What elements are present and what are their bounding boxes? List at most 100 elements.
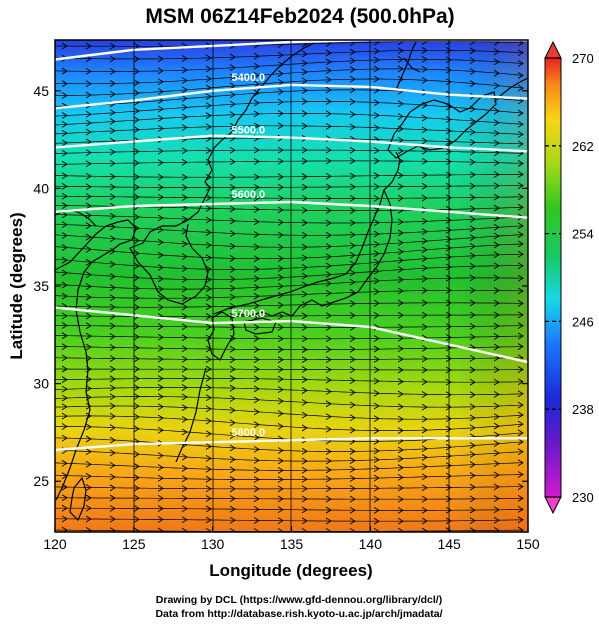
colorbar-top-arrow [544, 40, 562, 59]
x-axis-label: Longitude (degrees) [209, 561, 372, 580]
graticule [133, 40, 450, 532]
wind-streamline [55, 324, 524, 328]
wind-streamline [55, 518, 524, 522]
coastline-ryukyu [175, 367, 207, 463]
wind-streamline [55, 58, 524, 72]
contour-label: 5700.0 [232, 308, 266, 320]
contour-label: 5600.0 [232, 189, 266, 201]
colorbar-ticks: 230 238 246 254 262 270 [545, 51, 594, 505]
credit-data: Data from http://database.rish.kyoto-u.a… [155, 608, 442, 620]
contour-label: 5400.0 [232, 72, 266, 84]
wind-streamline [55, 302, 523, 308]
wind-streamline [55, 113, 524, 126]
wind-streamline [55, 462, 524, 471]
contour-label: 5800.0 [232, 427, 266, 439]
y-axis: 25 30 35 40 45 [33, 83, 528, 489]
wind-streamline [55, 223, 524, 236]
colorbar-tick-label: 262 [572, 139, 594, 154]
y-tick-label: 30 [33, 376, 49, 392]
x-tick-label: 120 [43, 536, 67, 552]
contour-label: 5300.0 [232, 29, 266, 41]
colorbar-tick-label: 254 [572, 227, 594, 242]
coastline-taiwan [69, 476, 87, 522]
wind-streamline [55, 346, 524, 350]
wind-streamline [55, 449, 524, 462]
wind-streamline [55, 101, 524, 117]
wind-streamline [55, 49, 524, 60]
wind-streamline [55, 265, 524, 280]
wind-streamline [55, 234, 524, 248]
wind-streamline [55, 253, 524, 270]
x-tick-label: 125 [122, 536, 146, 552]
wind-streamline [55, 474, 524, 480]
colorbar-tick-label: 238 [572, 402, 594, 417]
y-tick-label: 45 [33, 83, 49, 99]
colorbar-tick-label: 270 [572, 51, 594, 66]
colorbar: 230 238 246 254 262 270 [544, 40, 594, 515]
wind-streamline [55, 277, 524, 290]
chart-title: MSM 06Z14Feb2024 (500.0hPa) [145, 5, 454, 28]
wind-streamline [55, 437, 524, 452]
wind-streamline [55, 125, 524, 135]
wind-arrowhead [517, 160, 524, 167]
y-tick-label: 35 [33, 278, 49, 294]
coastline-china [55, 219, 137, 501]
colorbar-tick-label: 246 [572, 314, 594, 329]
wind-arrowhead [517, 401, 524, 409]
wind-streamline [55, 486, 524, 490]
wind-streamline [55, 174, 523, 178]
wind-streamline [55, 149, 524, 154]
wind-arrowhead [517, 343, 524, 350]
x-tick-label: 135 [280, 536, 304, 552]
y-tick-label: 40 [33, 180, 49, 196]
wind-arrowhead [517, 72, 524, 79]
wind-arrowhead [517, 60, 524, 67]
wind-arrowhead [517, 390, 524, 398]
colorbar-tick-label: 230 [572, 490, 594, 505]
wind-streamline [55, 368, 523, 371]
coastline-shikoku [243, 317, 277, 335]
wind-streamline [55, 378, 524, 383]
x-tick-label: 150 [516, 536, 540, 552]
wind-streamline [55, 41, 524, 47]
credit-drawing: Drawing by DCL (https://www.gfd-dennou.o… [156, 594, 442, 606]
x-tick-label: 140 [359, 536, 383, 552]
y-tick-label: 25 [33, 473, 49, 489]
wind-streamline [55, 335, 524, 340]
wind-streamline [55, 214, 524, 224]
wind-arrowhead [517, 120, 524, 128]
wind-streamline [55, 185, 524, 188]
wind-streamline [55, 415, 524, 431]
wind-streamline [55, 357, 524, 361]
contour-label: 5500.0 [232, 125, 266, 137]
wind-streamline [55, 68, 524, 85]
colorbar-bottom-arrow [544, 496, 562, 515]
wind-streamline [55, 405, 524, 420]
coastline-korea-south [157, 223, 209, 305]
wind-streamline [55, 195, 524, 199]
wind-streamline [55, 160, 524, 165]
coastline-kyushu [207, 311, 235, 361]
wind-vectors [55, 40, 524, 532]
y-axis-label: Latitude (degrees) [7, 212, 26, 359]
wind-arrowhead [517, 84, 524, 92]
wind-streamline [55, 78, 524, 96]
wind-arrowhead [517, 483, 524, 490]
coastline-honshu [213, 151, 401, 317]
wind-streamline [55, 289, 524, 299]
coastline-korea [129, 55, 293, 293]
wind-streamline [55, 507, 524, 511]
wind-streamline [55, 497, 524, 500]
x-tick-label: 145 [437, 536, 461, 552]
colorbar-bar [544, 57, 562, 498]
coastline-sakhalin [395, 41, 421, 91]
wind-streamline [55, 396, 524, 408]
coastline-kurils [499, 77, 528, 97]
wind-arrowhead [517, 274, 524, 282]
plot-area: 5300.0 5400.0 5500.0 5600.0 5700.0 5800.0 [54, 29, 529, 533]
x-tick-label: 130 [201, 536, 225, 552]
x-axis: 120 125 130 135 140 145 150 [43, 526, 540, 552]
wind-arrowhead [517, 505, 524, 513]
wind-streamline [55, 387, 524, 396]
